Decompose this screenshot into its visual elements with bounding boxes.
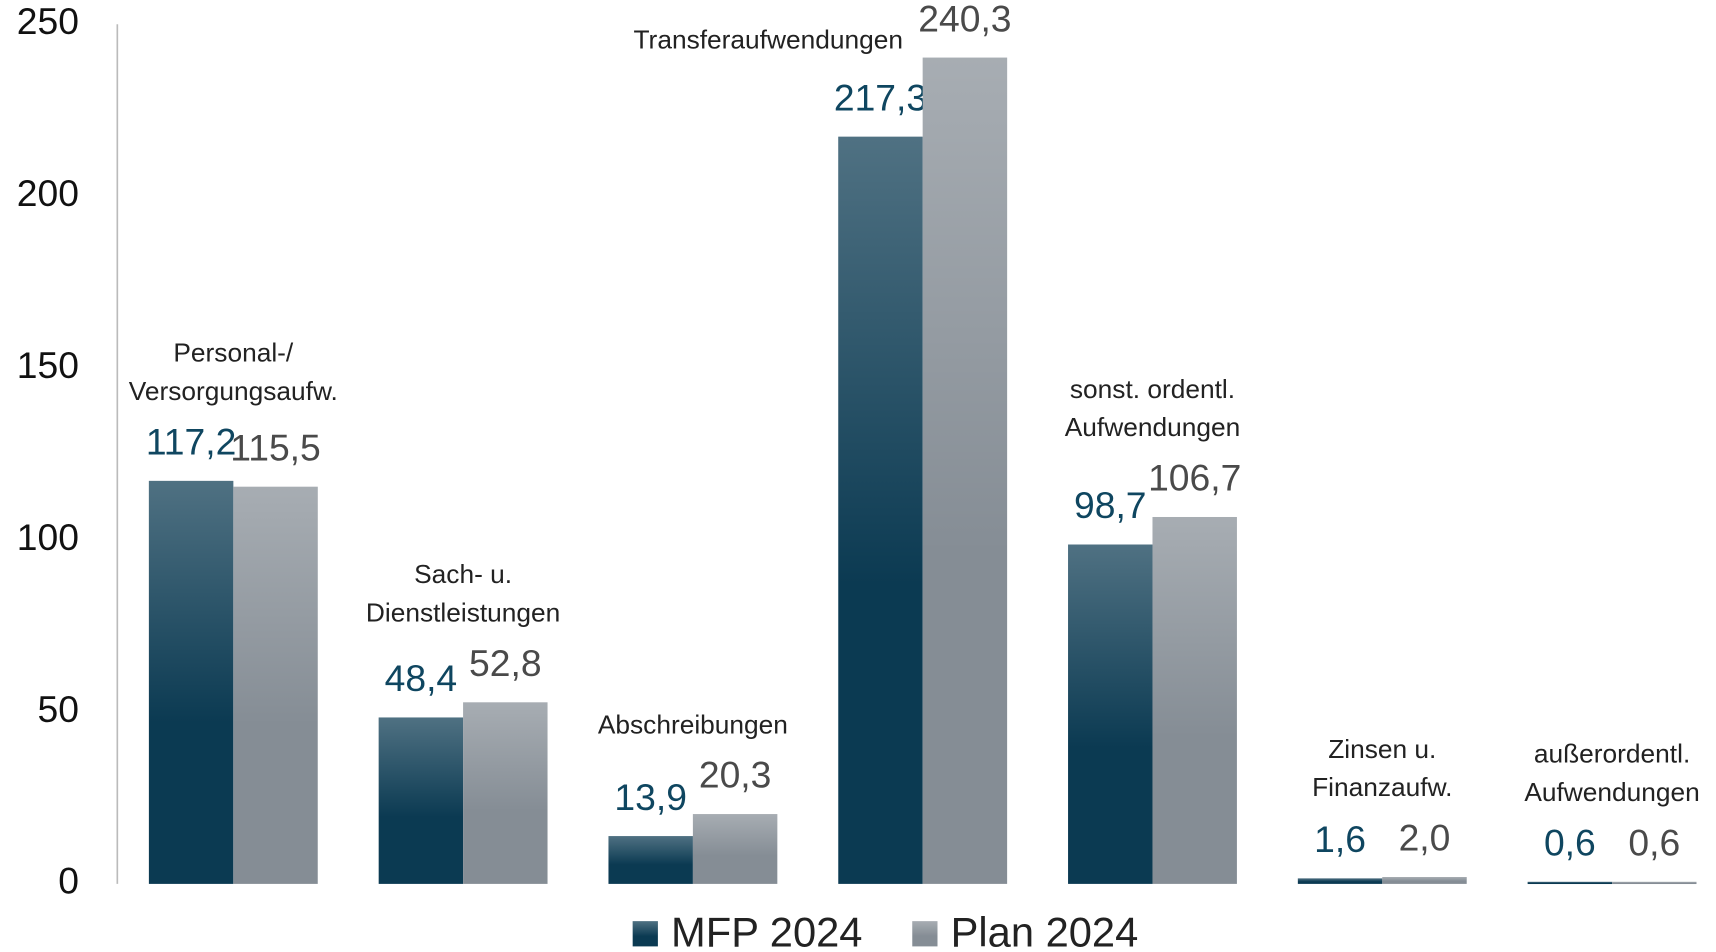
value-label: 48,4	[385, 657, 458, 699]
category-label: Finanzaufw.	[1312, 772, 1452, 802]
y-tick-label: 50	[37, 688, 78, 730]
bar-shade	[922, 57, 1008, 884]
value-label: 0,6	[1628, 821, 1680, 863]
category-label: Aufwendungen	[1065, 412, 1240, 442]
bar-shade	[608, 836, 693, 884]
value-label: 0,6	[1544, 821, 1596, 863]
category-label: Versorgungsaufw.	[129, 376, 338, 406]
category-label: sonst. ordentl.	[1070, 374, 1235, 404]
bar-shade	[1297, 878, 1383, 884]
value-label: 106,7	[1148, 457, 1241, 499]
legend-swatch-shade	[912, 921, 938, 947]
category-label: Zinsen u.	[1328, 734, 1436, 764]
y-tick-label: 100	[17, 516, 79, 558]
bar-shade	[1527, 881, 1613, 885]
value-label: 1,6	[1314, 818, 1366, 860]
value-label: 217,3	[834, 76, 927, 118]
bar-shade	[148, 480, 234, 884]
bar-shade	[1152, 516, 1237, 884]
category-label: Transferaufwendungen	[633, 25, 902, 55]
value-label: 240,3	[918, 0, 1011, 39]
bar-shade	[463, 702, 548, 884]
y-tick-label: 0	[58, 860, 79, 902]
bar-shade	[378, 717, 464, 884]
category-label: Aufwendungen	[1524, 777, 1699, 807]
legend-swatch-shade	[632, 921, 658, 947]
value-label: 98,7	[1074, 484, 1147, 526]
legend-label: MFP 2024	[671, 908, 862, 952]
value-label: 52,8	[469, 642, 542, 684]
bar-shade	[233, 486, 318, 884]
bar-shade	[1382, 877, 1467, 884]
value-label: 2,0	[1399, 817, 1451, 859]
value-label: 115,5	[230, 426, 321, 468]
y-tick-label: 150	[17, 344, 79, 386]
bar-shade	[1612, 881, 1697, 885]
value-label: 117,2	[146, 421, 237, 463]
bar-shade	[838, 136, 923, 884]
value-label: 20,3	[699, 754, 772, 796]
y-tick-label: 200	[17, 172, 79, 214]
bar-shade	[692, 814, 778, 884]
category-label: Abschreibungen	[598, 709, 788, 739]
y-tick-label: 250	[17, 0, 79, 42]
category-label: Personal-/	[173, 338, 294, 368]
value-label: 13,9	[614, 776, 687, 818]
category-label: Dienstleistungen	[366, 598, 560, 628]
bar-shade	[1068, 544, 1153, 884]
legend-label: Plan 2024	[951, 908, 1139, 952]
category-label: Sach- u.	[414, 559, 512, 589]
category-label: außerordentl.	[1534, 739, 1690, 769]
